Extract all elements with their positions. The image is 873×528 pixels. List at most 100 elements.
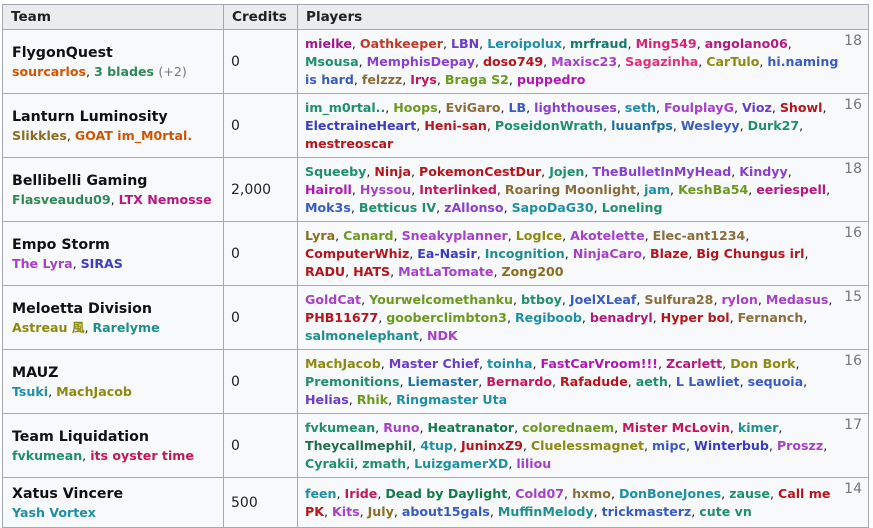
player-name[interactable]: Sneakyplanner	[401, 227, 508, 243]
player-name[interactable]: MatLaTomate	[398, 263, 494, 279]
player-name[interactable]: Regiboob	[514, 309, 582, 325]
player-name[interactable]: Winterbub	[693, 437, 769, 453]
player-name[interactable]: Leroipolux	[487, 35, 563, 51]
team-name[interactable]: Empo Storm	[12, 236, 110, 253]
player-name[interactable]: salmonelephant	[305, 327, 419, 343]
player-name[interactable]: LuizgamerXD	[414, 455, 509, 471]
player-name[interactable]: Akotelette	[570, 227, 645, 243]
player-name[interactable]: Cluelessmagnet	[530, 437, 645, 453]
player-name[interactable]: PokemonCestDur	[419, 163, 542, 179]
player-name[interactable]: ComputerWhiz	[305, 245, 410, 261]
player-name[interactable]: mielke	[305, 35, 352, 51]
player-name[interactable]: Cyrakii	[305, 455, 355, 471]
player-name[interactable]: mrfraud	[570, 35, 628, 51]
captain-name[interactable]: Astreau 風	[12, 319, 85, 335]
captain-name[interactable]: Tsuki	[12, 383, 49, 399]
player-name[interactable]: kimer	[737, 419, 779, 435]
player-name[interactable]: Msousa	[305, 53, 359, 69]
player-name[interactable]: rylon	[721, 291, 758, 307]
player-name[interactable]: Showl	[779, 99, 823, 115]
player-name[interactable]: Yourwelcomethanku	[369, 291, 513, 307]
player-name[interactable]: Hairoll	[305, 181, 352, 197]
player-name[interactable]: Irys	[410, 71, 437, 87]
player-name[interactable]: zAllonso	[444, 199, 504, 215]
captain-name[interactable]: sourcarlos	[12, 63, 86, 79]
player-name[interactable]: Hoops	[393, 99, 438, 115]
player-name[interactable]: Fernanch	[737, 309, 804, 325]
player-name[interactable]: Betticus IV	[358, 199, 437, 215]
player-name[interactable]: Heni-san	[424, 117, 487, 133]
player-name[interactable]: fvkumean	[305, 419, 376, 435]
player-name[interactable]: zmath	[362, 455, 407, 471]
player-name[interactable]: KeshBa54	[678, 181, 749, 197]
player-name[interactable]: Iride	[344, 485, 378, 501]
player-name[interactable]: eeriespell	[756, 181, 827, 197]
captain-name[interactable]: Slikkles	[12, 127, 67, 143]
player-name[interactable]: DonBoneJones	[618, 485, 722, 501]
player-name[interactable]: doso749	[483, 53, 544, 69]
player-name[interactable]: im_m0rtal..	[305, 99, 386, 115]
player-name[interactable]: btboy	[520, 291, 562, 307]
player-name[interactable]: Wesleyy	[680, 117, 740, 133]
player-name[interactable]: Hyper bol	[660, 309, 730, 325]
player-name[interactable]: Mok3s	[305, 199, 351, 215]
player-name[interactable]: lighthouses	[534, 99, 617, 115]
player-name[interactable]: July	[367, 503, 394, 519]
player-name[interactable]: Ea-Nasir	[417, 245, 477, 261]
player-name[interactable]: Maxisc23	[551, 53, 618, 69]
player-name[interactable]: Blaze	[650, 245, 689, 261]
player-name[interactable]: Roaring Moonlight	[504, 181, 637, 197]
captain-name[interactable]: Rarelyme	[92, 319, 160, 335]
player-name[interactable]: MachJacob	[305, 355, 381, 371]
player-name[interactable]: jam	[644, 181, 671, 197]
player-name[interactable]: Hyssou	[359, 181, 412, 197]
player-name[interactable]: cute vn	[699, 503, 752, 519]
player-name[interactable]: Big Chungus irl	[696, 245, 805, 261]
player-name[interactable]: Medasus	[765, 291, 829, 307]
player-name[interactable]: toinha	[487, 355, 533, 371]
player-name[interactable]: CarTulo	[706, 53, 760, 69]
player-name[interactable]: Vioz	[741, 99, 772, 115]
player-name[interactable]: Zong200	[501, 263, 564, 279]
player-name[interactable]: Loneling	[601, 199, 663, 215]
player-name[interactable]: luuanfps	[611, 117, 673, 133]
player-name[interactable]: Theycallmephil	[305, 437, 413, 453]
player-name[interactable]: 4tup	[420, 437, 453, 453]
player-name[interactable]: GoldCat	[305, 291, 362, 307]
player-name[interactable]: MemphisDepay	[366, 53, 475, 69]
player-name[interactable]: sequoia	[747, 373, 804, 389]
player-name[interactable]: Bernardo	[486, 373, 553, 389]
player-name[interactable]: LB	[508, 99, 527, 115]
player-name[interactable]: NDK	[426, 327, 458, 343]
player-name[interactable]: L Lawliet	[675, 373, 740, 389]
captain-name[interactable]: 3 blades	[93, 63, 155, 79]
player-name[interactable]: Sagazinha	[625, 53, 699, 69]
player-name[interactable]: mipc	[652, 437, 686, 453]
team-name[interactable]: Team Liquidation	[12, 428, 149, 445]
player-name[interactable]: Master Chief	[388, 355, 480, 371]
player-name[interactable]: liliou	[516, 455, 552, 471]
player-name[interactable]: Dead by Daylight	[385, 485, 508, 501]
player-name[interactable]: feen	[305, 485, 337, 501]
team-name[interactable]: Bellibelli Gaming	[12, 172, 148, 189]
player-name[interactable]: FastCarVroom!!!	[540, 355, 658, 371]
player-name[interactable]: Rafadude	[560, 373, 628, 389]
player-name[interactable]: HATS	[353, 263, 391, 279]
player-name[interactable]: NinjaCaro	[572, 245, 642, 261]
player-name[interactable]: Durk27	[747, 117, 800, 133]
player-name[interactable]: JuninxZ9	[460, 437, 523, 453]
captain-name[interactable]: The Lyra	[12, 255, 73, 271]
player-name[interactable]: Squeeby	[305, 163, 367, 179]
player-name[interactable]: Interlinked	[419, 181, 497, 197]
player-name[interactable]: JoelXLeaf	[569, 291, 637, 307]
player-name[interactable]: Incognition	[484, 245, 565, 261]
player-name[interactable]: Elec-ant1234	[652, 227, 746, 243]
player-name[interactable]: Kindyy	[739, 163, 788, 179]
team-name[interactable]: FlygonQuest	[12, 44, 113, 61]
player-name[interactable]: LBN	[451, 35, 480, 51]
player-name[interactable]: LogIce	[515, 227, 563, 243]
captain-name[interactable]: GOAT im_M0rtal.	[74, 127, 193, 143]
player-name[interactable]: mestreoscar	[305, 135, 394, 151]
team-name[interactable]: MAUZ	[12, 364, 59, 381]
player-name[interactable]: trickmasterz	[601, 503, 692, 519]
